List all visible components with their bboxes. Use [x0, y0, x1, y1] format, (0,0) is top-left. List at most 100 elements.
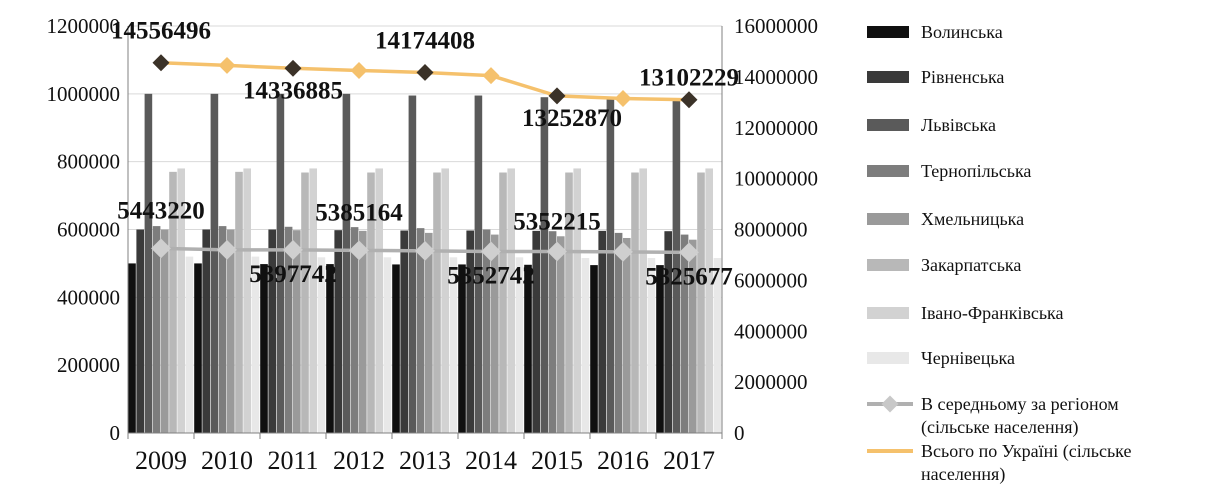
ukraine-marker — [152, 54, 170, 72]
bar — [309, 168, 317, 433]
bar — [416, 228, 425, 433]
legend-swatch — [867, 26, 909, 38]
right-y-tick-label: 12000000 — [734, 116, 818, 140]
average-marker — [481, 241, 501, 262]
legend-swatch — [867, 119, 909, 131]
bar — [474, 95, 483, 433]
ukraine-marker — [218, 56, 236, 74]
legend-label: Тернопільська — [921, 161, 1031, 181]
bar — [383, 257, 392, 433]
left-y-tick-label: 200000 — [57, 353, 120, 377]
bar — [705, 168, 713, 433]
bar — [194, 263, 202, 433]
average-marker — [349, 240, 369, 261]
bar — [689, 239, 697, 433]
bar — [507, 168, 515, 433]
right-y-tick-label: 10000000 — [734, 167, 818, 191]
ukraine-data-label: 13252870 — [522, 105, 622, 132]
legend-swatch — [867, 259, 909, 271]
ukraine-marker — [482, 67, 500, 85]
ukraine-marker — [680, 91, 698, 109]
right-y-tick-label: 14000000 — [734, 65, 818, 89]
legend-label: Чернівецька — [921, 348, 1015, 368]
bar — [672, 100, 681, 433]
average-data-label: 5385164 — [315, 199, 403, 226]
bar — [210, 93, 219, 433]
average-data-label: 5397742 — [249, 261, 337, 288]
average-data-label: 5325677 — [645, 263, 733, 290]
bar — [235, 171, 243, 433]
ukraine-marker — [416, 63, 434, 81]
x-tick-label: 2009 — [135, 446, 187, 475]
bar — [392, 264, 400, 433]
ukraine-marker — [614, 90, 632, 107]
left-y-tick-label: 1200000 — [47, 14, 121, 38]
legend-swatch-marker — [881, 395, 899, 413]
bar — [458, 264, 466, 433]
bar — [540, 97, 549, 433]
bar — [590, 265, 598, 433]
bar — [581, 257, 590, 433]
bar — [606, 98, 615, 433]
average-data-label: 5443220 — [117, 197, 205, 224]
bar — [524, 264, 532, 433]
legend-swatch — [867, 71, 909, 83]
ukraine-data-label: 14174408 — [375, 27, 475, 54]
bar — [449, 257, 458, 433]
bar — [367, 172, 375, 433]
left-y-tick-label: 1000000 — [47, 82, 121, 106]
bar — [260, 264, 268, 433]
bar — [251, 256, 260, 433]
bar — [161, 229, 169, 433]
bar — [284, 226, 293, 433]
bar — [227, 229, 235, 433]
bar — [268, 229, 276, 433]
x-tick-label: 2011 — [267, 446, 318, 475]
average-marker — [283, 240, 303, 260]
bar — [491, 234, 499, 433]
right-y-tick-label: 4000000 — [734, 319, 808, 343]
average-data-label: 5352215 — [513, 208, 601, 235]
legend-label: Рівненська — [921, 67, 1004, 87]
ukraine-data-label: 14556496 — [111, 18, 211, 45]
ukraine-marker — [548, 87, 566, 105]
bar — [400, 230, 408, 433]
bar — [293, 230, 301, 433]
legend-label: В середньому за регіоном (сільське населе… — [921, 394, 1119, 438]
bar — [466, 230, 474, 433]
bar — [557, 236, 565, 433]
bar — [408, 95, 417, 433]
bar — [169, 171, 177, 433]
ukraine-marker — [284, 59, 302, 77]
x-tick-label: 2010 — [201, 446, 253, 475]
left-y-tick-label: 800000 — [57, 150, 120, 174]
bar — [548, 231, 557, 433]
bar — [664, 231, 672, 433]
left-y-tick-label: 0 — [110, 421, 121, 445]
ukraine-marker — [350, 62, 368, 80]
bar — [144, 93, 153, 433]
bar — [375, 168, 383, 433]
bar — [532, 230, 540, 433]
bar — [317, 257, 326, 433]
right-y-tick-label: 8000000 — [734, 218, 808, 242]
bar — [202, 229, 210, 433]
right-y-tick-label: 16000000 — [734, 14, 818, 38]
x-tick-label: 2013 — [399, 446, 451, 475]
legend-swatch — [867, 213, 909, 225]
average-data-label: 5352742 — [447, 262, 535, 289]
bar — [334, 230, 342, 433]
bar — [680, 234, 689, 433]
bar — [631, 172, 639, 433]
left-y-tick-label: 400000 — [57, 285, 120, 309]
bar — [598, 230, 606, 433]
bar — [623, 237, 631, 433]
x-tick-label: 2016 — [597, 446, 649, 475]
legend-label: Закарпатська — [921, 255, 1021, 275]
bar — [639, 168, 647, 433]
bar — [433, 172, 441, 433]
bar — [301, 172, 309, 433]
right-y-tick-label: 6000000 — [734, 268, 808, 292]
